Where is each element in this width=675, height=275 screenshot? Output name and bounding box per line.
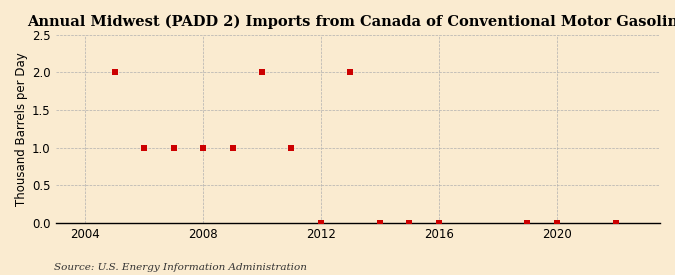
Point [433,221,444,225]
Point [256,70,267,75]
Point [610,221,621,225]
Point [375,221,385,225]
Y-axis label: Thousand Barrels per Day: Thousand Barrels per Day [15,52,28,206]
Point [138,145,149,150]
Point [522,221,533,225]
Point [109,70,120,75]
Title: Annual Midwest (PADD 2) Imports from Canada of Conventional Motor Gasoline: Annual Midwest (PADD 2) Imports from Can… [28,15,675,29]
Point [168,145,179,150]
Point [227,145,238,150]
Point [551,221,562,225]
Point [286,145,297,150]
Point [345,70,356,75]
Text: Source: U.S. Energy Information Administration: Source: U.S. Energy Information Administ… [54,263,307,272]
Point [316,221,327,225]
Point [404,221,415,225]
Point [198,145,209,150]
